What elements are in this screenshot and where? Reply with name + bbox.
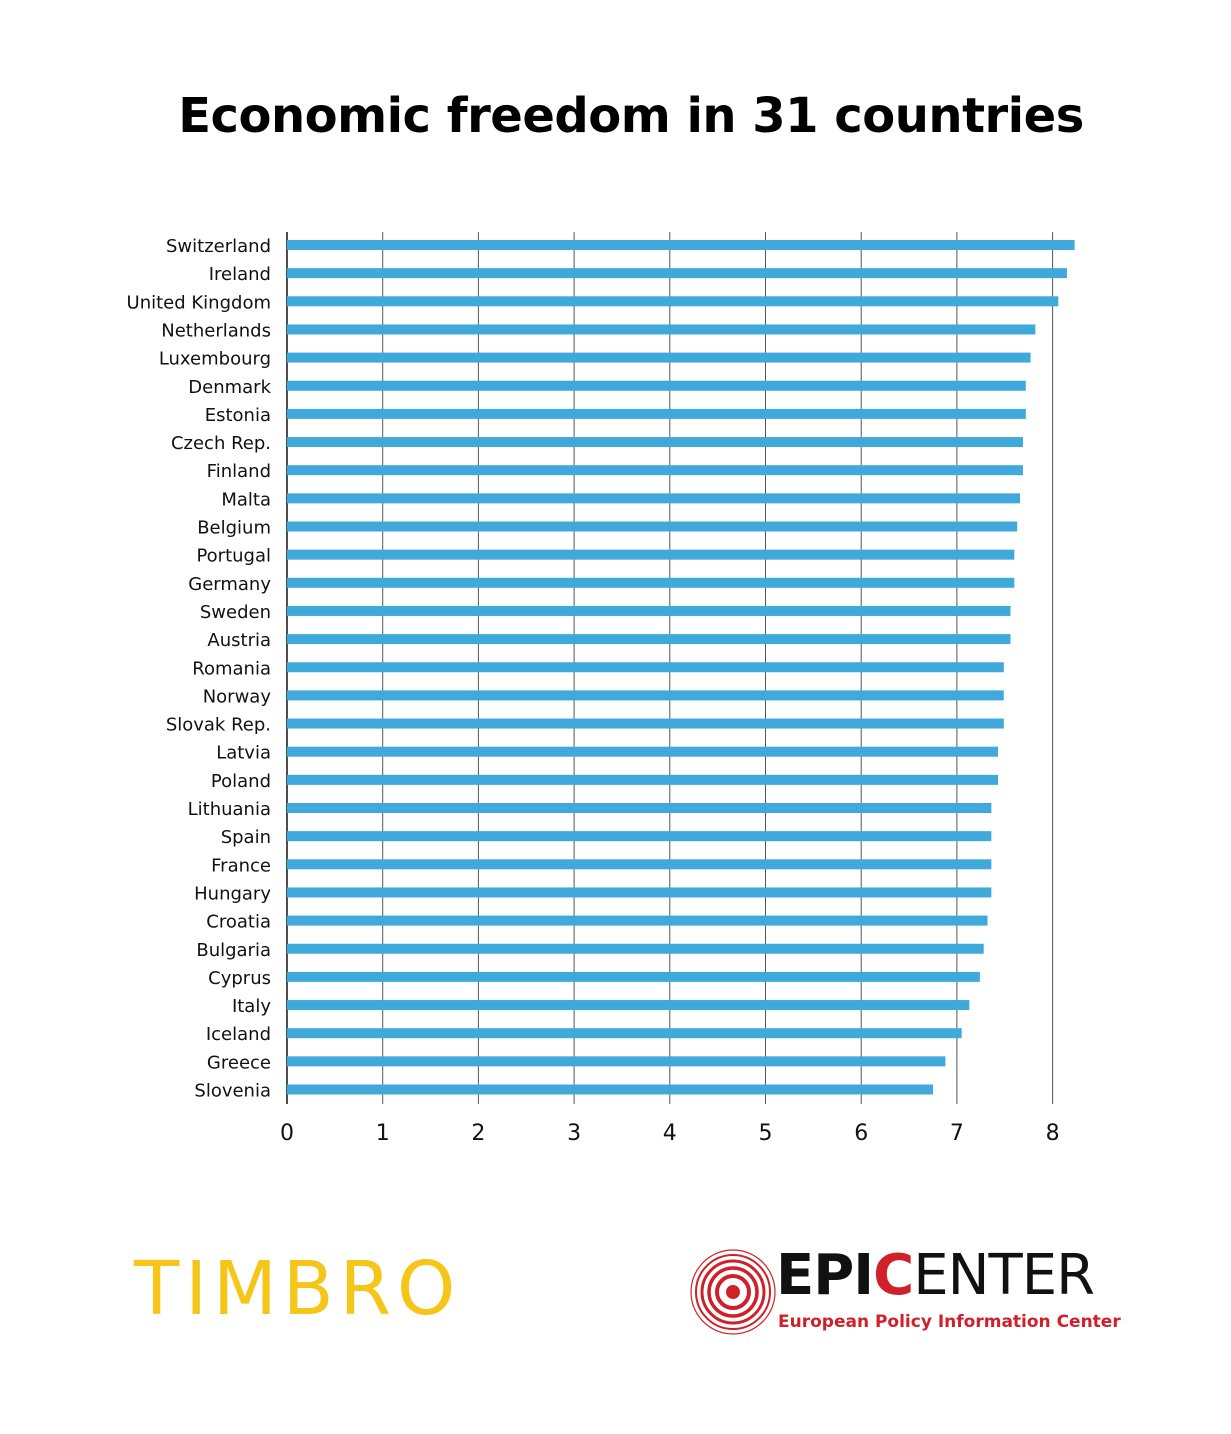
epicenter-logo: EPICENTER European Policy Information Ce…: [688, 1246, 1128, 1346]
bar: [287, 493, 1021, 504]
chart-title: Economic freedom in 31 countries: [178, 88, 1084, 144]
bar: [287, 1084, 933, 1095]
bar: [287, 380, 1026, 391]
country-label: Italy: [232, 996, 271, 1017]
bar: [287, 774, 999, 785]
bar: [287, 831, 992, 842]
bar: [287, 746, 999, 757]
x-tick-label: 0: [280, 1121, 294, 1146]
country-label: Germany: [188, 574, 271, 595]
country-label: Austria: [207, 630, 271, 651]
country-label: Czech Rep.: [171, 433, 271, 454]
x-tick-label: 7: [950, 1121, 964, 1146]
country-label: Iceland: [206, 1024, 271, 1045]
x-tick-label: 6: [854, 1121, 868, 1146]
country-label: Poland: [211, 771, 271, 792]
bar: [287, 803, 992, 813]
bar: [287, 240, 1075, 250]
country-label: United Kingdom: [127, 292, 271, 313]
country-label: Estonia: [205, 405, 271, 426]
bar: [287, 718, 1004, 729]
country-label: France: [211, 855, 271, 876]
x-tick-label: 2: [471, 1121, 485, 1146]
country-label: Hungary: [194, 883, 271, 904]
epicenter-enter: ENTER: [913, 1243, 1095, 1308]
bar: [287, 1028, 962, 1039]
x-tick-label: 1: [376, 1121, 390, 1146]
country-label: Slovak Rep.: [166, 715, 271, 736]
bar: [287, 465, 1023, 476]
country-label: Latvia: [216, 743, 271, 764]
country-label: Bulgaria: [196, 940, 271, 961]
bar: [287, 549, 1015, 560]
bar: [287, 605, 1011, 616]
bars: [287, 240, 1075, 1095]
country-label: Malta: [221, 489, 271, 510]
timbro-logo: TIMBRO: [134, 1246, 462, 1332]
bar: [287, 859, 992, 870]
bar: [287, 943, 984, 954]
bar: [287, 352, 1031, 363]
bar: [287, 268, 1067, 279]
country-label: Cyprus: [208, 968, 271, 989]
bar: [287, 1000, 970, 1011]
x-tick-label: 4: [663, 1121, 677, 1146]
country-label: Greece: [207, 1052, 271, 1073]
bar: [287, 915, 988, 926]
country-label: Slovenia: [194, 1081, 271, 1102]
bar: [287, 296, 1059, 307]
x-tick-label: 3: [567, 1121, 581, 1146]
bar: [287, 437, 1023, 448]
bar: [287, 324, 1036, 335]
bar: [287, 971, 980, 982]
bar: [287, 634, 1011, 645]
country-label: Lithuania: [188, 799, 271, 820]
epicenter-subtitle: European Policy Information Center: [778, 1312, 1121, 1332]
country-label: Sweden: [200, 602, 271, 623]
country-label: Romania: [192, 658, 271, 679]
country-label: Spain: [221, 827, 271, 848]
country-label: Portugal: [196, 546, 271, 567]
country-label: Switzerland: [166, 236, 271, 257]
bar-chart: Switzerland Ireland United Kingdom Netherla…: [127, 232, 1075, 1146]
bar: [287, 690, 1004, 701]
country-label: Netherlands: [161, 320, 271, 341]
country-label: Denmark: [188, 377, 271, 398]
country-label: Ireland: [209, 264, 271, 285]
x-tick-label: 5: [759, 1121, 773, 1146]
country-label: Belgium: [197, 518, 271, 539]
country-labels: Switzerland Ireland United Kingdom Netherla…: [127, 236, 272, 1102]
country-label: Croatia: [206, 912, 271, 933]
country-label: Luxembourg: [159, 349, 271, 370]
epicenter-wordmark: EPICENTER: [776, 1248, 1095, 1304]
bar: [287, 521, 1018, 532]
x-axis-ticks: 0 1 2 3 4 5 6 7 8: [280, 1121, 1060, 1146]
country-label: Finland: [207, 461, 271, 482]
epicenter-c: C: [873, 1243, 914, 1308]
bar: [287, 577, 1015, 588]
bar: [287, 408, 1026, 419]
x-tick-label: 8: [1046, 1121, 1060, 1146]
epicenter-epi: EPI: [776, 1243, 874, 1308]
country-label: Norway: [203, 686, 272, 707]
epicenter-target-icon: [690, 1249, 776, 1335]
bar: [287, 662, 1004, 673]
bar: [287, 1056, 946, 1067]
bar: [287, 887, 992, 898]
